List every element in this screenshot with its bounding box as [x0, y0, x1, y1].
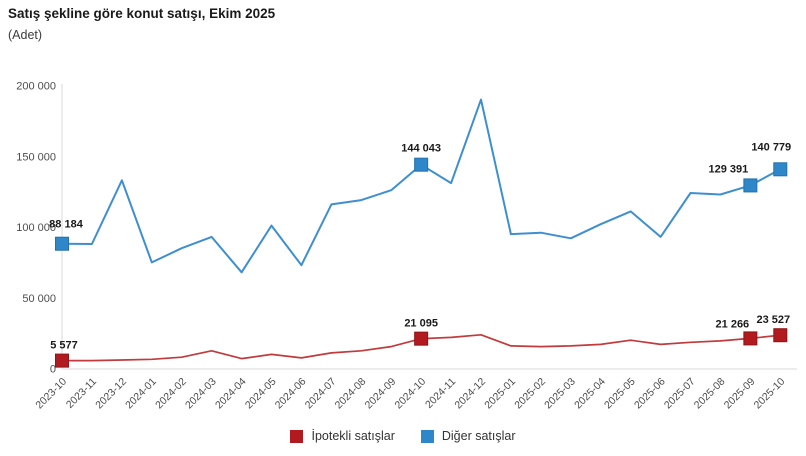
data-point-label-ipotekli-satislar-2025-09: 21 266	[716, 318, 750, 330]
x-tick-label: 2024-08	[333, 376, 369, 412]
data-point-marker-ipotekli-satislar-2023-10	[55, 353, 69, 368]
x-tick-label: 2025-04	[572, 376, 608, 412]
x-tick-label: 2025-03	[542, 376, 578, 412]
y-tick-label: 50 000	[22, 293, 56, 305]
y-tick-label: 100 000	[16, 222, 56, 234]
data-point-marker-diger-satislar-2025-10	[773, 162, 788, 177]
series-line-diger-satislar	[61, 98, 781, 274]
x-tick-label: 2024-01	[123, 376, 159, 412]
chart-legend: İpotekli satışlar Diğer satışlar	[0, 429, 806, 443]
y-tick-label: 0	[50, 364, 56, 376]
x-tick-label: 2023-11	[64, 376, 99, 411]
data-point-marker-ipotekli-satislar-2025-09	[743, 331, 758, 346]
legend-item-label: İpotekli satışlar	[311, 429, 395, 443]
x-tick-label: 2025-02	[512, 376, 548, 412]
legend-item-label: Diğer satışlar	[441, 429, 516, 443]
x-tick-label: 2025-10	[752, 376, 788, 412]
x-tick-label: 2024-12	[452, 376, 488, 412]
x-tick-label: 2025-09	[722, 376, 758, 412]
x-tick-label: 2024-05	[243, 376, 279, 412]
data-point-label-ipotekli-satislar-2025-10: 23 527	[756, 314, 790, 326]
x-tick-label: 2024-04	[213, 376, 249, 412]
data-point-label-diger-satislar-2025-09: 129 391	[708, 163, 748, 175]
data-point-marker-ipotekli-satislar-2024-10	[414, 331, 429, 346]
x-tick-label: 2024-02	[153, 376, 189, 412]
data-point-marker-ipotekli-satislar-2025-10	[773, 328, 788, 343]
x-tick-label: 2023-12	[93, 376, 129, 412]
x-tick-label: 2024-03	[183, 376, 219, 412]
x-tick-label: 2025-01	[482, 376, 518, 412]
legend-item-ipotekli-satislar[interactable]: İpotekli satışlar	[290, 429, 395, 443]
x-tick-label: 2024-07	[303, 376, 339, 412]
legend-item-diger-satislar[interactable]: Diğer satışlar	[420, 429, 516, 443]
data-point-marker-diger-satislar-2023-10	[55, 236, 69, 251]
x-tick-label: 2024-10	[393, 376, 429, 412]
x-tick-label: 2024-11	[423, 376, 458, 411]
data-point-label-diger-satislar-2024-10: 144 043	[401, 143, 441, 155]
x-tick-label: 2024-06	[273, 376, 309, 412]
y-tick-label: 200 000	[16, 81, 56, 93]
data-point-label-ipotekli-satislar-2023-10: 5 577	[50, 340, 78, 352]
data-point-label-diger-satislar-2025-10: 140 779	[751, 141, 791, 153]
data-point-marker-diger-satislar-2025-09	[743, 178, 758, 193]
x-tick-label: 2025-06	[632, 376, 668, 412]
legend-swatch-diger-icon	[420, 429, 434, 443]
chart-unit-label: (Adet)	[8, 28, 43, 42]
x-tick-label: 2025-08	[692, 376, 728, 412]
y-tick-label: 150 000	[16, 151, 56, 163]
x-tick-label: 2023-10	[33, 376, 69, 412]
legend-swatch-ipotekli-icon	[290, 429, 304, 443]
x-tick-label: 2025-05	[602, 376, 638, 412]
data-point-label-ipotekli-satislar-2024-10: 21 095	[404, 318, 438, 330]
data-point-marker-diger-satislar-2024-10	[414, 157, 429, 172]
x-tick-label: 2024-09	[363, 376, 399, 412]
chart-title: Satış şekline göre konut satışı, Ekim 20…	[8, 6, 276, 21]
data-point-label-diger-satislar-2023-10: 88 184	[49, 219, 84, 231]
x-tick-label: 2025-07	[662, 376, 698, 412]
